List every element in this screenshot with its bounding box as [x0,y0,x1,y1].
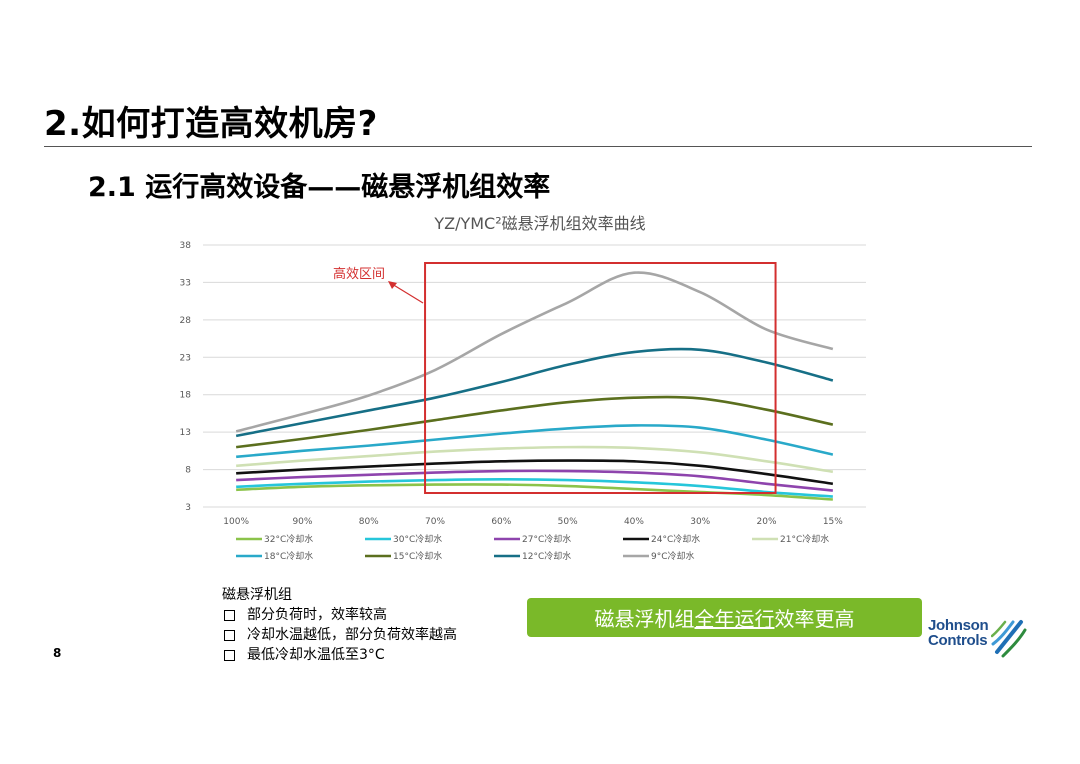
checkbox-icon [224,629,235,641]
series-line [235,395,834,449]
y-tick-label: 13 [180,428,191,438]
x-tick-label: 60% [491,517,511,527]
x-tick-label: 90% [292,517,312,527]
y-tick-label: 28 [180,316,192,326]
notes-heading: 磁悬浮机组 [222,587,292,603]
checkbox-icon [224,649,235,661]
legend-label: 21°C冷却水 [780,533,829,545]
high-efficiency-zone-box [424,262,777,494]
annotation-label: 高效区间 [333,266,385,282]
conclusion-banner: 磁悬浮机组 全年运行 效率更高 [527,598,922,637]
legend-label: 30°C冷却水 [393,533,442,545]
x-tick-label: 70% [425,517,445,527]
x-tick-label: 100% [223,517,249,527]
series-line [236,483,833,501]
note-item: 最低冷却水温低至3°C [222,645,457,665]
logo-line-1: Johnson [928,617,989,634]
banner-suffix: 效率更高 [774,607,855,631]
x-tick-label: 15% [823,517,843,527]
x-tick-label: 40% [624,517,644,527]
x-tick-label: 30% [690,517,710,527]
legend-label: 18°C冷却水 [264,550,313,562]
series-line [235,347,834,438]
series-line [236,459,834,486]
note-text: 冷却水温越低，部分负荷效率越高 [247,627,457,643]
series-line [236,478,833,498]
note-text: 部分负荷时，效率较高 [247,607,387,623]
y-tick-label: 33 [180,278,191,288]
legend-label: 27°C冷却水 [522,533,571,545]
series-line [236,424,834,459]
legend-label: 24°C冷却水 [651,533,700,545]
legend-label: 12°C冷却水 [522,550,571,562]
johnson-controls-logo: Johnson Controls [928,618,1028,660]
title-divider [44,146,1032,147]
legend-label: 32°C冷却水 [264,533,313,545]
checkbox-icon [224,609,235,621]
x-tick-label: 50% [558,517,578,527]
y-tick-label: 3 [185,503,191,513]
banner-underlined: 全年运行 [694,607,775,631]
series-line [235,271,834,433]
y-tick-label: 18 [180,391,192,401]
annotation-arrow [391,283,424,304]
y-tick-label: 38 [180,241,192,251]
chart-title: YZ/YMC²磁悬浮机组效率曲线 [434,214,646,233]
notes-panel: 磁悬浮机组 部分负荷时，效率较高 冷却水温越低，部分负荷效率越高 最低冷却水温低… [222,585,457,665]
series-line [236,445,834,474]
banner-prefix: 磁悬浮机组 [594,607,695,631]
note-text: 最低冷却水温低至3°C [247,647,385,663]
page-number: 8 [53,646,62,660]
logo-text: Johnson Controls [928,617,989,649]
legend-label: 9°C冷却水 [651,550,695,562]
logo-swirl-icon [991,620,1027,658]
slide-title: 2.如何打造高效机房? [44,104,378,144]
note-item: 冷却水温越低，部分负荷效率越高 [222,625,457,645]
series-line [236,469,833,492]
note-item: 部分负荷时，效率较高 [222,605,457,625]
arrowhead-icon [388,281,397,289]
legend-label: 15°C冷却水 [393,550,442,562]
y-tick-label: 23 [180,353,191,363]
x-tick-label: 80% [359,517,379,527]
x-tick-label: 20% [757,517,777,527]
logo-line-2: Controls [928,632,988,649]
y-tick-label: 8 [185,466,191,476]
section-title: 2.1 运行高效设备——磁悬浮机组效率 [88,172,551,203]
